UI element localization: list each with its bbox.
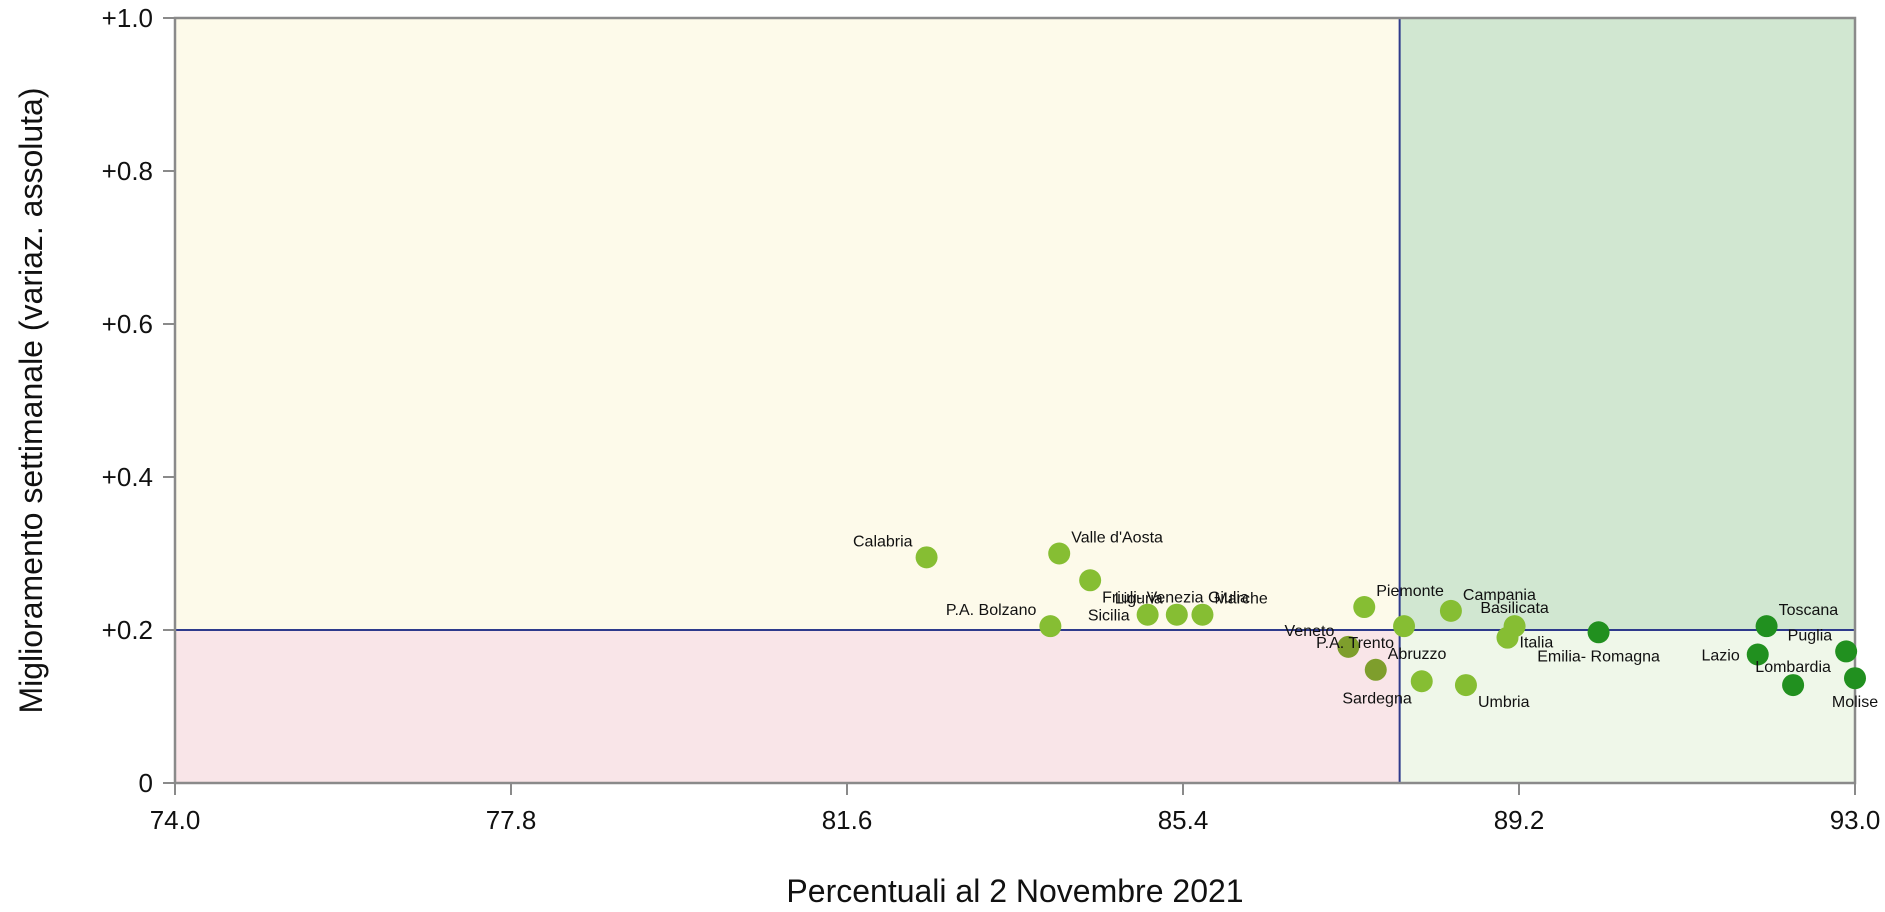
- point-label: Emilia- Romagna: [1537, 648, 1660, 665]
- point-label: Veneto: [1285, 623, 1335, 640]
- data-point: [1039, 615, 1062, 638]
- point-label: Sardegna: [1342, 690, 1411, 707]
- x-tick-label: 93.0: [1830, 805, 1881, 835]
- y-axis-title: Miglioramento settimanale (variaz. assol…: [13, 87, 49, 713]
- x-tick-label: 77.8: [486, 805, 537, 835]
- data-point: [1393, 615, 1416, 638]
- data-point: [1755, 615, 1778, 638]
- y-tick-label: +0.2: [102, 615, 153, 645]
- y-tick-label: +0.8: [102, 156, 153, 186]
- point-label: Campania: [1463, 587, 1536, 604]
- point-label: Umbria: [1478, 694, 1530, 711]
- reference-lines: [175, 18, 1855, 783]
- x-tick-label: 81.6: [822, 805, 873, 835]
- quadrant-bottom-left: [175, 630, 1400, 783]
- point-label: P.A. Bolzano: [946, 602, 1037, 619]
- point-label: Puglia: [1788, 627, 1833, 644]
- x-axis-title: Percentuali al 2 Novembre 2021: [786, 873, 1243, 909]
- y-tick-label: +0.6: [102, 309, 153, 339]
- data-point: [1410, 670, 1433, 693]
- point-label: Piemonte: [1376, 583, 1444, 600]
- y-tick-label: +1.0: [102, 3, 153, 33]
- data-point: [915, 546, 938, 569]
- data-point: [1165, 603, 1188, 626]
- data-point: [1353, 596, 1376, 619]
- point-label: Valle d'Aosta: [1071, 530, 1163, 547]
- point-label: Friuli- Venezia Giulia: [1102, 589, 1249, 606]
- point-labels: Calabria Valle d'Aosta Friuli- Venezia Giu…: [853, 530, 1878, 712]
- point-label: Calabria: [853, 533, 913, 550]
- data-point: [1048, 542, 1071, 565]
- point-label: P.A. Trento: [1316, 635, 1394, 652]
- data-point: [1136, 603, 1159, 626]
- quadrant-backgrounds: [175, 18, 1855, 783]
- y-tick-label: 0: [139, 768, 153, 798]
- x-tick-label: 89.2: [1494, 805, 1545, 835]
- data-points: [915, 542, 1866, 697]
- x-tick-label: 74.0: [150, 805, 201, 835]
- data-point: [1844, 667, 1866, 690]
- data-point: [1835, 640, 1858, 663]
- quadrant-bottom-right: [1399, 630, 1855, 783]
- quadrant-top-left: [175, 18, 1400, 630]
- point-label: Liguria: [1115, 591, 1163, 608]
- data-point: [1439, 599, 1462, 622]
- data-point: [1364, 658, 1387, 681]
- data-point: [1587, 621, 1610, 644]
- point-label: Lombardia: [1755, 659, 1831, 676]
- y-axis: 0 +0.2 +0.4 +0.6 +0.8 +1.0: [102, 3, 175, 798]
- point-label: Lazio: [1701, 647, 1739, 664]
- x-tick-label: 85.4: [1158, 805, 1209, 835]
- data-point: [1746, 643, 1769, 666]
- data-point: [1337, 635, 1360, 658]
- data-point: [1496, 626, 1519, 649]
- point-label: Abruzzo: [1388, 646, 1447, 663]
- plot-border: [173, 16, 1857, 785]
- data-point: [1079, 569, 1102, 592]
- data-point: [1782, 674, 1805, 697]
- point-label: Italia: [1520, 635, 1554, 652]
- data-point: [1454, 674, 1477, 697]
- point-label: Marche: [1214, 591, 1267, 608]
- data-point: [1191, 603, 1214, 626]
- y-tick-label: +0.4: [102, 462, 153, 492]
- point-label: Sicilia: [1088, 608, 1130, 625]
- point-label: Molise: [1832, 694, 1878, 711]
- quadrant-top-right: [1399, 18, 1855, 630]
- point-label: Toscana: [1779, 602, 1839, 619]
- x-axis: 74.0 77.8 81.6 85.4 89.2 93.0: [150, 783, 1881, 835]
- point-label: Basilicata: [1480, 600, 1549, 617]
